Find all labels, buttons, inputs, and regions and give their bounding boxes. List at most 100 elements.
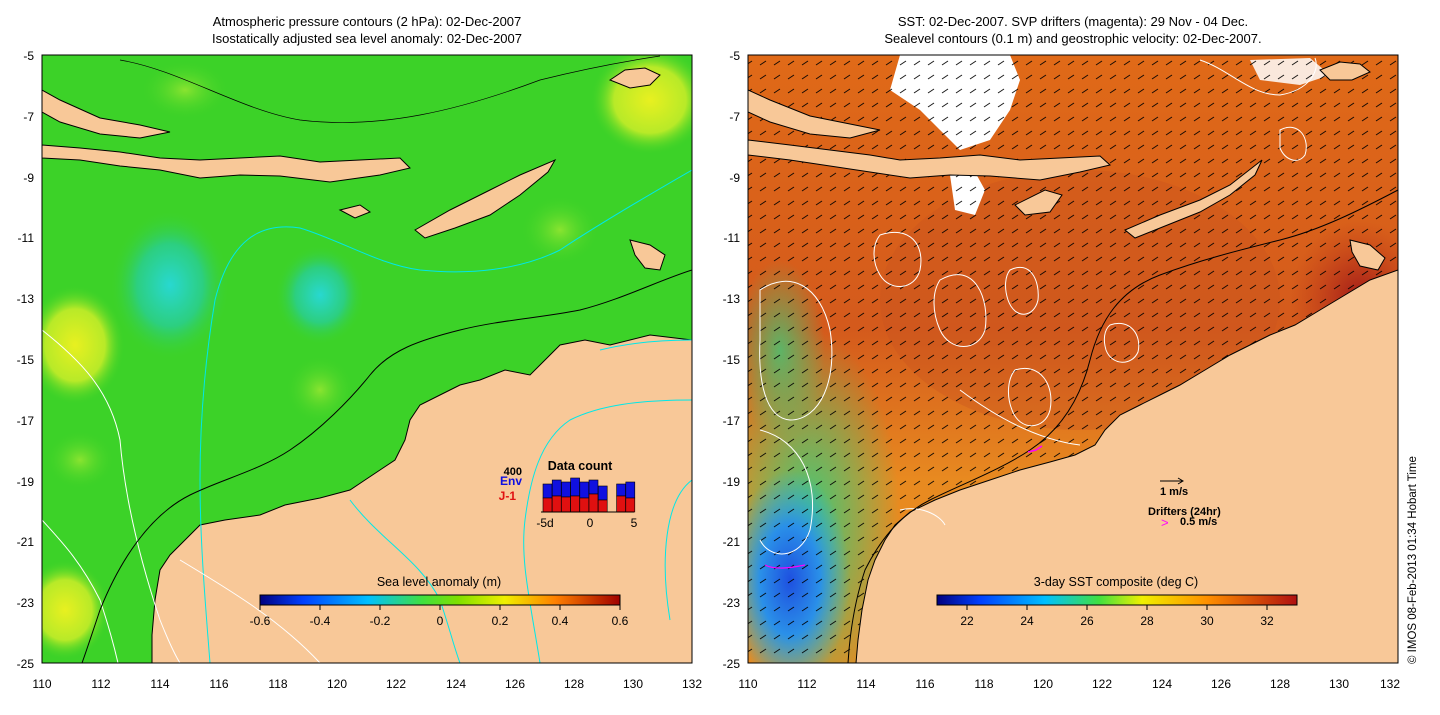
env-bar — [579, 481, 590, 499]
right-x-tick: 130 — [1329, 677, 1349, 691]
drifter-symbol-icon: > — [1161, 515, 1169, 530]
env-bar — [597, 485, 608, 501]
env-bar — [561, 481, 571, 498]
j1-bar — [542, 497, 553, 513]
left-x-tick: 110 — [32, 677, 51, 691]
env-bar — [625, 481, 636, 499]
j1-bar — [597, 499, 608, 513]
right-x-tick: 126 — [1211, 677, 1231, 691]
sst-colorbar-title: 3-day SST composite (deg C) — [1034, 575, 1198, 589]
sla-cb-tick: 0.2 — [492, 614, 509, 628]
left-x-axis: 110 112 114 116 118 120 122 124 126 128 … — [32, 677, 702, 691]
left-x-tick: 130 — [623, 677, 643, 691]
left-y-tick: -21 — [17, 535, 35, 549]
data-count-env-label: Env — [500, 474, 522, 488]
left-x-tick: 132 — [682, 677, 702, 691]
right-y-tick: -25 — [723, 657, 741, 671]
data-count-tick: 5 — [631, 516, 638, 530]
data-count-tick: 0 — [587, 516, 594, 530]
left-y-tick: -19 — [17, 475, 35, 489]
left-y-tick: -25 — [17, 657, 35, 671]
velocity-legend: 1 m/s Drifters (24hr) > 0.5 m/s — [1148, 477, 1221, 530]
left-y-tick: -17 — [17, 414, 35, 428]
right-x-tick: 120 — [1033, 677, 1053, 691]
j1-bar — [579, 497, 590, 513]
left-x-tick: 118 — [268, 677, 287, 691]
right-x-tick: 116 — [915, 677, 934, 691]
drifters-label: Drifters (24hr) — [1148, 506, 1221, 518]
left-y-tick: -5 — [23, 49, 34, 63]
sla-cb-tick: 0 — [437, 614, 444, 628]
right-x-tick: 110 — [738, 677, 757, 691]
left-x-tick: 112 — [91, 677, 110, 691]
right-y-tick: -11 — [724, 231, 741, 245]
right-y-axis: -5 -7 -9 -11 -13 -15 -17 -19 -21 -23 -25 — [723, 49, 741, 671]
left-x-tick: 116 — [209, 677, 228, 691]
left-x-tick: 122 — [386, 677, 406, 691]
right-y-tick: -21 — [723, 535, 741, 549]
left-x-tick: 126 — [505, 677, 525, 691]
data-count-tick: -5d — [536, 516, 553, 530]
env-bar — [542, 483, 553, 499]
imos-credit: © IMOS 08-Feb-2013 01:34 Hobart Time — [1407, 456, 1419, 664]
velocity-key-label: 1 m/s — [1160, 486, 1188, 498]
sla-colorbar-title: Sea level anomaly (m) — [377, 575, 501, 589]
right-x-tick: 112 — [797, 677, 816, 691]
right-map-panel: SST: 02-Dec-2007. SVP drifters (magenta)… — [723, 14, 1401, 691]
sst-field — [748, 55, 1398, 663]
left-y-tick: -15 — [17, 353, 35, 367]
right-x-tick: 114 — [856, 677, 875, 691]
sla-cb-tick: 0.6 — [612, 614, 629, 628]
right-y-tick: -19 — [723, 475, 741, 489]
sst-cb-tick: 32 — [1260, 614, 1274, 628]
sst-colorbar: 3-day SST composite (deg C) 22 24 26 28 … — [936, 575, 1298, 628]
left-map-panel: Atmospheric pressure contours (2 hPa): 0… — [17, 14, 703, 691]
sea-level-anomaly-field — [42, 55, 692, 663]
j1-bar — [625, 497, 636, 513]
env-bar — [570, 477, 580, 497]
left-x-tick: 128 — [564, 677, 584, 691]
left-y-tick: -9 — [23, 171, 34, 185]
sla-cb-tick: -0.2 — [370, 614, 391, 628]
right-x-tick: 118 — [974, 677, 993, 691]
sst-cb-tick: 22 — [960, 614, 974, 628]
left-y-tick: -13 — [17, 292, 35, 306]
drifter-speed-label: 0.5 m/s — [1180, 516, 1217, 528]
right-y-tick: -17 — [723, 414, 741, 428]
j1-bar — [561, 496, 571, 513]
sst-cb-tick: 26 — [1080, 614, 1094, 628]
left-x-tick: 114 — [150, 677, 169, 691]
sla-cb-tick: 0.4 — [552, 614, 569, 628]
data-count-j1-label: J-1 — [499, 489, 517, 503]
left-y-tick: -23 — [17, 596, 35, 610]
left-y-tick: -11 — [18, 231, 35, 245]
right-x-tick: 124 — [1152, 677, 1172, 691]
left-title-line2: Isostatically adjusted sea level anomaly… — [212, 31, 522, 46]
sst-cb-tick: 24 — [1020, 614, 1034, 628]
right-x-tick: 128 — [1270, 677, 1290, 691]
data-count-inset: Data count 400 Env J-1 -5d 0 5 — [499, 459, 638, 530]
right-title-line1: SST: 02-Dec-2007. SVP drifters (magenta)… — [898, 14, 1248, 29]
sst-cb-tick: 30 — [1200, 614, 1214, 628]
left-x-tick: 124 — [446, 677, 466, 691]
j1-bar — [616, 495, 626, 513]
right-y-tick: -23 — [723, 596, 741, 610]
j1-bar — [570, 495, 580, 513]
sla-cb-tick: -0.4 — [310, 614, 331, 628]
right-x-tick: 132 — [1380, 677, 1400, 691]
left-y-tick: -7 — [23, 110, 34, 124]
right-y-tick: -9 — [729, 171, 740, 185]
right-x-tick: 122 — [1092, 677, 1112, 691]
j1-bar — [551, 495, 562, 513]
data-count-title: Data count — [548, 459, 613, 473]
data-count-max: 400 — [504, 466, 522, 478]
env-bar — [551, 479, 562, 497]
right-title-line2: Sealevel contours (0.1 m) and geostrophi… — [884, 31, 1261, 46]
data-count-bars — [542, 477, 636, 513]
sla-cb-tick: -0.6 — [250, 614, 271, 628]
right-y-tick: -13 — [723, 292, 741, 306]
right-y-tick: -15 — [723, 353, 741, 367]
left-y-axis: -5 -7 -9 -11 -13 -15 -17 -19 -21 -23 -25 — [17, 49, 35, 671]
left-title-line1: Atmospheric pressure contours (2 hPa): 0… — [213, 14, 522, 29]
right-x-axis: 110 112 114 116 118 120 122 124 126 128 … — [738, 677, 1400, 691]
